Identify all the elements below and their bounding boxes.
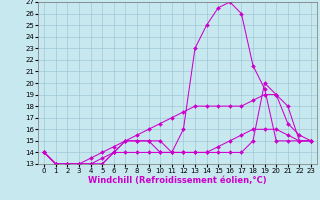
X-axis label: Windchill (Refroidissement éolien,°C): Windchill (Refroidissement éolien,°C) — [88, 176, 267, 185]
